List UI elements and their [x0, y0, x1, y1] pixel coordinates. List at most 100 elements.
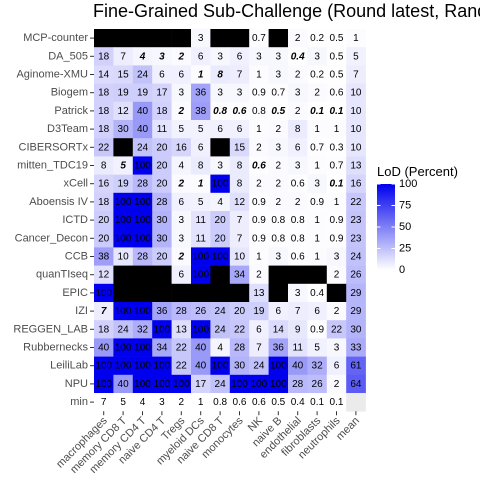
- heatmap-cell: [229, 101, 250, 121]
- heatmap-cell: [268, 101, 289, 121]
- heatmap-cell: [229, 65, 250, 84]
- heatmap-cell: [132, 302, 153, 321]
- heatmap-cell: [191, 192, 211, 212]
- y-tick-label: IZI: [75, 305, 88, 317]
- cell-label: 16: [98, 179, 110, 190]
- y-tick-label: quanTIseq: [36, 269, 88, 281]
- heatmap-cell: [191, 302, 211, 321]
- cell-label: 20: [98, 215, 110, 226]
- heatmap-cell: [113, 393, 134, 412]
- cell-label: 0.1: [330, 106, 344, 117]
- heatmap-cell: [152, 120, 172, 139]
- heatmap-cell: [249, 356, 269, 376]
- heatmap-cell: [152, 101, 172, 121]
- heatmap-cell: [113, 302, 134, 321]
- cell-label: 20: [98, 233, 110, 244]
- cell-label: 100: [134, 233, 151, 244]
- heatmap-cell: [191, 211, 211, 230]
- heatmap-cell: [307, 83, 328, 103]
- heatmap-cell: [113, 120, 134, 139]
- heatmap-cell: [132, 156, 153, 175]
- heatmap-cell: [268, 247, 289, 266]
- cell-label: 2: [295, 197, 301, 208]
- heatmap-cell: [191, 156, 211, 175]
- cell-label: 34: [156, 343, 168, 354]
- cell-label: 6: [237, 124, 243, 135]
- heatmap-cell: [326, 320, 347, 339]
- cell-label: 7: [237, 233, 243, 244]
- heatmap-cell: [191, 283, 211, 303]
- heatmap-cell: [210, 156, 231, 175]
- cell-label: 22: [176, 343, 188, 354]
- heatmap-cell: [152, 229, 172, 248]
- heatmap-cell: [326, 265, 347, 285]
- heatmap-cell: [171, 229, 192, 248]
- heatmap-cell: [152, 65, 172, 84]
- cell-label: 26: [195, 306, 207, 317]
- heatmap-cell: [171, 65, 192, 84]
- cell-label: 6: [217, 124, 223, 135]
- heatmap-cell: [94, 265, 114, 285]
- heatmap-cell: [326, 247, 347, 266]
- cell-label: 1: [256, 252, 262, 263]
- heatmap-cell: [171, 29, 192, 48]
- heatmap-cell: [268, 47, 289, 66]
- heatmap-cell: [132, 393, 153, 412]
- cell-label: 0.6: [252, 397, 266, 408]
- heatmap-cell: [288, 211, 308, 230]
- cell-label: 5: [198, 124, 204, 135]
- cell-label: 100: [134, 215, 151, 226]
- cell-label: 19: [253, 306, 265, 317]
- cell-label: 30: [156, 215, 168, 226]
- heatmap-cell: [229, 338, 250, 357]
- heatmap-cell: [152, 211, 172, 230]
- heatmap-cell: [307, 101, 328, 121]
- cell-label: 8: [237, 179, 243, 190]
- heatmap-cell: [152, 247, 172, 266]
- cell-label: 40: [137, 124, 149, 135]
- heatmap-cell: [94, 29, 114, 48]
- heatmap-cell: [210, 320, 231, 339]
- heatmap-cell: [113, 338, 134, 357]
- heatmap-cell: [152, 283, 172, 303]
- heatmap-cell: [94, 211, 114, 230]
- heatmap-cell: [268, 283, 289, 303]
- heatmap-cell: [132, 211, 153, 230]
- cell-label: 0.8: [271, 233, 285, 244]
- cell-label: 0.6: [291, 179, 305, 190]
- heatmap-cell: [171, 302, 192, 321]
- heatmap-cell: [229, 302, 250, 321]
- heatmap-cell: [346, 320, 366, 339]
- cell-label: 6: [198, 51, 204, 62]
- cell-label: 38: [195, 106, 207, 117]
- cell-label: 10: [350, 142, 362, 153]
- heatmap-cell: [346, 338, 366, 357]
- cell-label: 100: [173, 379, 190, 390]
- heatmap-cell: [288, 120, 308, 139]
- cell-label: 2: [276, 197, 282, 208]
- heatmap-cell: [229, 29, 250, 48]
- heatmap-cell: [171, 356, 192, 376]
- heatmap-cell: [307, 265, 328, 285]
- heatmap-cell: [94, 138, 114, 157]
- cell-label: 17: [156, 88, 168, 99]
- heatmap-cell: [132, 320, 153, 339]
- heatmap-cell: [152, 156, 172, 175]
- heatmap-cell: [268, 374, 289, 394]
- cell-label: 11: [196, 215, 207, 226]
- heatmap-cell: [171, 283, 192, 303]
- heatmap-cell: [210, 47, 231, 66]
- cell-label: 100: [134, 343, 151, 354]
- heatmap-cell: [326, 393, 347, 412]
- cell-label: 7: [353, 70, 359, 81]
- cell-label: 2: [276, 179, 282, 190]
- heatmap-cell: [152, 29, 172, 48]
- heatmap-cell: [326, 338, 347, 357]
- heatmap-cell: [249, 393, 269, 412]
- cell-label: 32: [137, 324, 149, 335]
- cell-label: 2: [276, 124, 282, 135]
- heatmap-cell: [288, 192, 308, 212]
- cell-label: 14: [273, 324, 285, 335]
- cell-label: 100: [154, 361, 171, 372]
- cell-label: 0.9: [252, 197, 266, 208]
